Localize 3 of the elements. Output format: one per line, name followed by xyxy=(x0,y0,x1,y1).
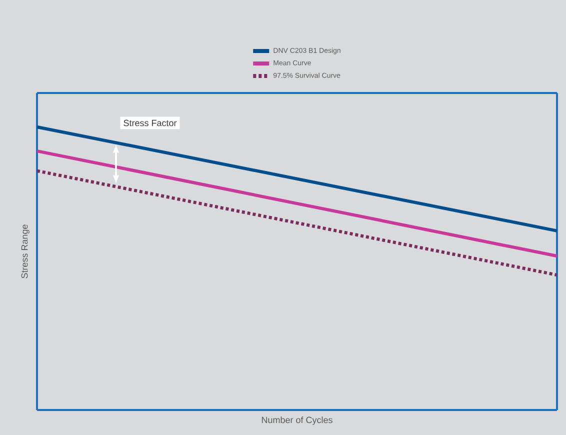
x-axis-title: Number of Cycles xyxy=(262,416,332,425)
text: Stress Factor xyxy=(124,120,177,126)
y-axis-title: Stress Range xyxy=(21,224,30,278)
